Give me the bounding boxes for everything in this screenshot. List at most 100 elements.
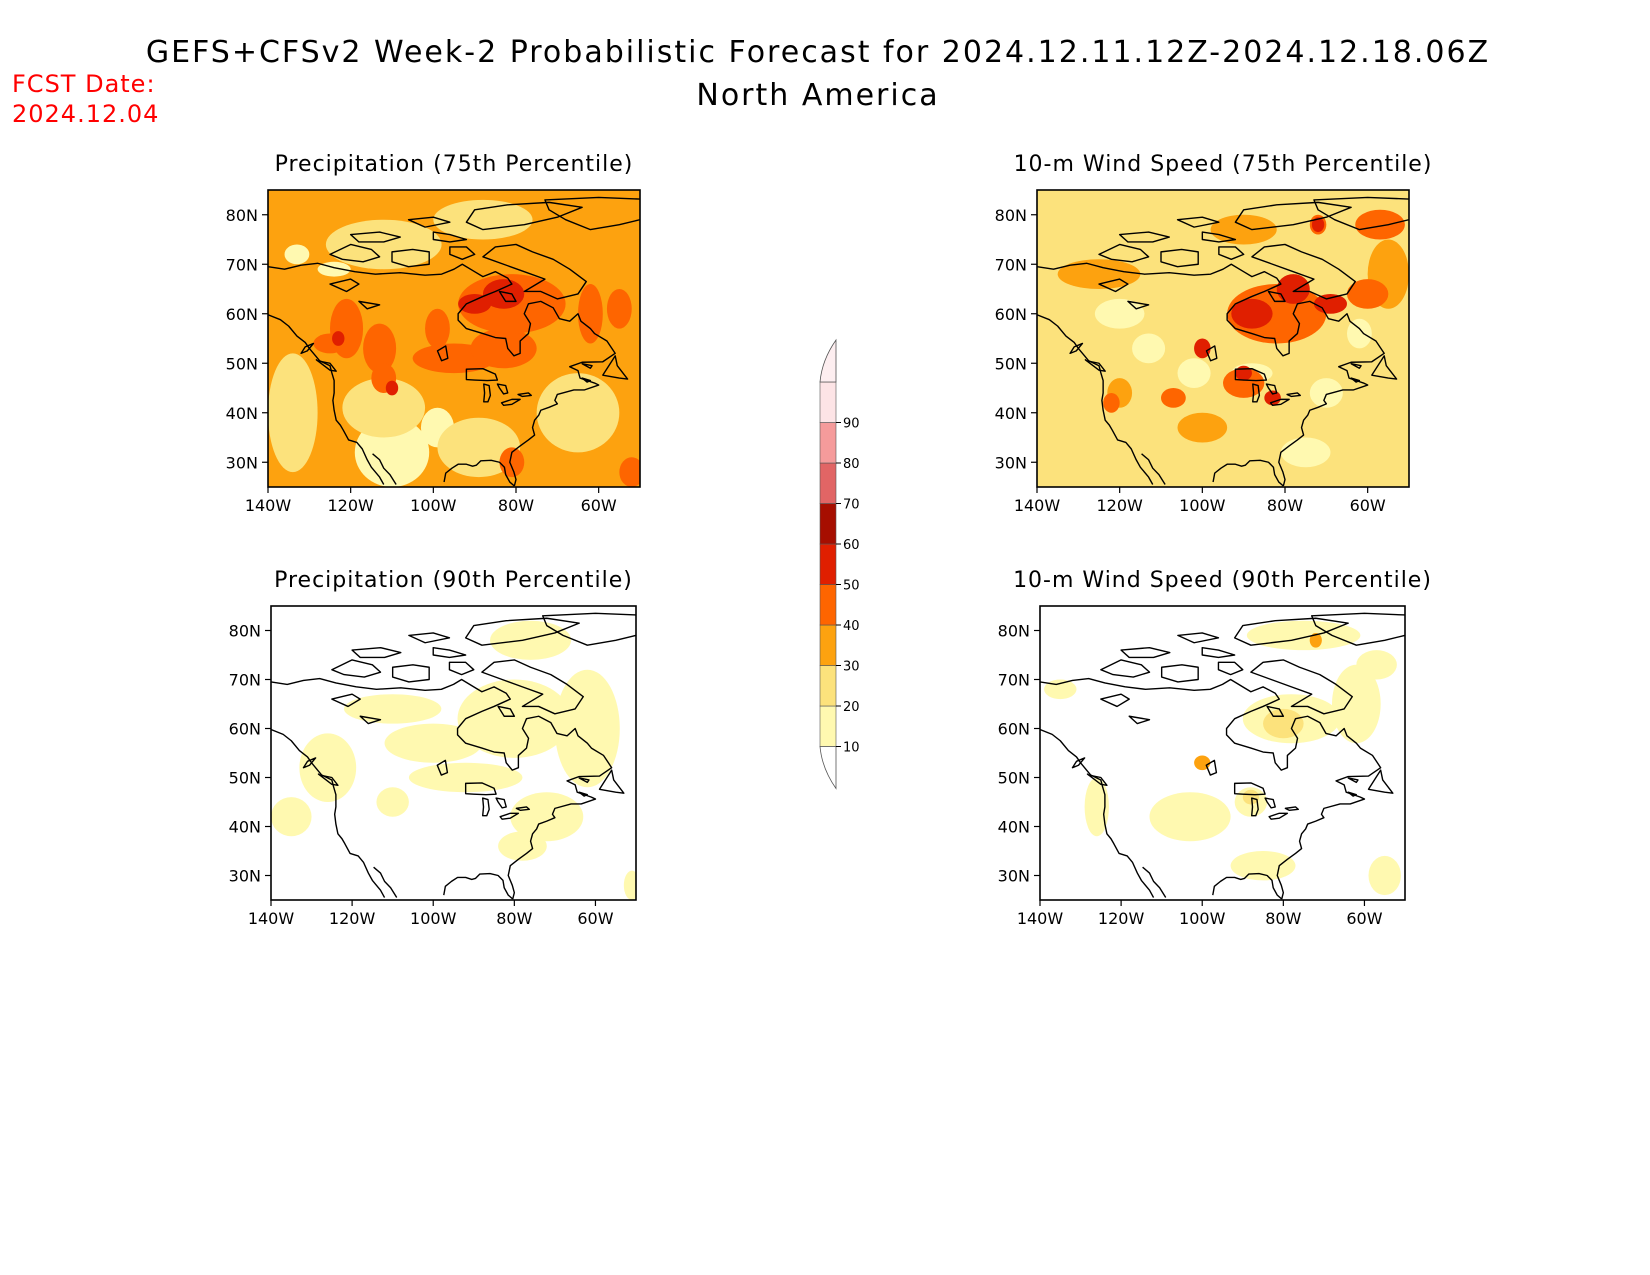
probability-patch [1231, 298, 1273, 329]
probability-patch [1368, 855, 1401, 896]
probability-patch [385, 380, 399, 396]
colorbar-segment [819, 422, 837, 464]
coastline [271, 677, 613, 900]
colorbar-tick-label: 20 [843, 700, 860, 715]
island-outline [1218, 246, 1245, 260]
island-outline [578, 791, 589, 797]
probability-patch [1263, 708, 1304, 739]
island-outline [497, 705, 516, 717]
panel-title: 10-m Wind Speed (75th Percentile) [1014, 152, 1433, 177]
probability-patch [1044, 679, 1077, 700]
island-outline [1233, 782, 1266, 796]
y-tick-label: 80N [998, 622, 1030, 641]
island-outline [449, 246, 476, 260]
coastline [1212, 459, 1284, 487]
map-frame [1036, 189, 1410, 488]
probability-patch [1149, 792, 1231, 842]
island-outline [1286, 392, 1301, 398]
colorbar-segment [819, 624, 837, 666]
probability-patch [363, 323, 397, 374]
island-outline [1350, 377, 1361, 383]
island-outline [1252, 383, 1261, 403]
probability-patch [408, 762, 523, 793]
map-frame [1039, 605, 1406, 901]
probability-patch [1356, 650, 1397, 680]
island-outline [482, 243, 587, 300]
figure-title: GEFS+CFSv2 Week-2 Probabilistic Forecast… [146, 35, 1490, 70]
probability-patch [344, 694, 442, 724]
y-tick-label: 40N [995, 404, 1027, 423]
y-tick-label: 60N [995, 305, 1027, 324]
x-tick-label: 100W [1179, 496, 1226, 515]
island-outline [1268, 812, 1289, 820]
x-tick-label: 140W [1014, 496, 1061, 515]
figure-subtitle: North America [696, 78, 939, 113]
x-tick-label: 80W [1267, 496, 1303, 515]
island-outline [598, 769, 625, 794]
y-tick-label: 40N [226, 404, 258, 423]
probability-patch [1194, 338, 1211, 359]
colorbar-tick-label: 40 [843, 619, 860, 634]
island-outline [1128, 715, 1151, 725]
island-outline [317, 773, 339, 787]
island-outline [1347, 791, 1358, 797]
island-outline [1251, 243, 1356, 300]
y-tick-label: 60N [998, 720, 1030, 739]
colorbar-tick-label: 90 [843, 417, 860, 432]
island-outline [581, 363, 593, 369]
coastline [271, 728, 386, 898]
y-tick-label: 30N [229, 867, 261, 886]
island-outline [1071, 757, 1086, 769]
probability-patch [1332, 664, 1381, 744]
island-outline [1234, 367, 1268, 382]
island-outline [302, 757, 317, 769]
island-outline [1217, 661, 1244, 676]
island-outline [465, 201, 583, 231]
x-tick-label: 100W [1179, 909, 1226, 928]
probability-patch [457, 679, 572, 758]
island-outline [1160, 248, 1199, 268]
island-outline [517, 392, 532, 398]
y-tick-label: 40N [229, 818, 261, 837]
y-tick-label: 50N [998, 769, 1030, 788]
island-outline [1098, 243, 1150, 263]
island-outline [578, 777, 590, 784]
island-outline [1347, 777, 1359, 784]
island-outline [495, 797, 507, 809]
probability-patch [619, 457, 640, 487]
y-tick-label: 70N [229, 671, 261, 690]
y-tick-label: 70N [998, 671, 1030, 690]
map-wind-75: 10-m Wind Speed (75th Percentile) 140W 120… [995, 152, 1433, 515]
probability-patch [268, 353, 318, 473]
colorbar-tick-label: 60 [843, 538, 860, 553]
probability-patch [1177, 412, 1228, 443]
x-tick-label: 140W [245, 496, 292, 515]
island-outline [329, 243, 381, 263]
x-tick-label: 80W [1265, 909, 1301, 928]
probability-patch [1313, 293, 1347, 314]
coastlines [268, 196, 640, 487]
probability-patch [1103, 392, 1120, 413]
island-outline [602, 355, 629, 380]
probability-patch [271, 797, 312, 837]
y-tick-label: 60N [226, 305, 258, 324]
island-outline [1127, 300, 1150, 310]
coastlines [1040, 612, 1405, 900]
island-outline [1284, 806, 1300, 812]
colorbar-tick-label: 70 [843, 498, 860, 513]
probability-patch [536, 373, 620, 453]
island-outline [1100, 659, 1151, 678]
coastline [1037, 262, 1385, 487]
coastline [268, 314, 385, 485]
probability-patch [554, 669, 620, 788]
probability-patch [1230, 851, 1296, 881]
panel-title: 10-m Wind Speed (90th Percentile) [1013, 568, 1432, 593]
island-outline [436, 345, 449, 362]
y-tick-label: 80N [229, 622, 261, 641]
island-outline [300, 342, 315, 355]
x-tick-label: 120W [1098, 909, 1145, 928]
x-tick-label: 100W [410, 909, 457, 928]
island-outline [1160, 664, 1199, 683]
y-tick-label: 30N [226, 453, 258, 472]
